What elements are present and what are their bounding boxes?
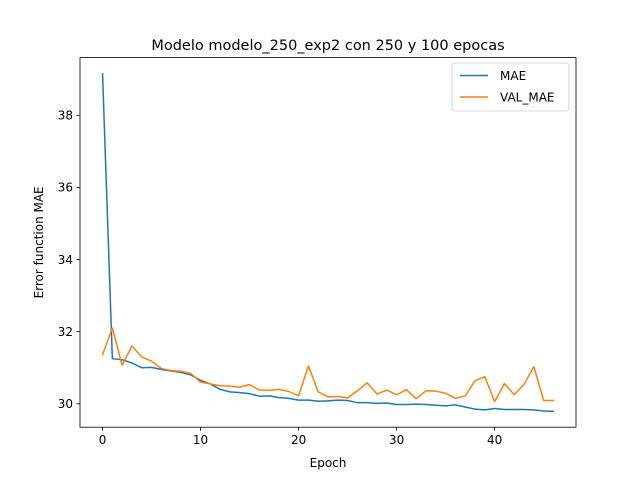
x-tick-label: 30: [389, 433, 404, 447]
axes-frame: [79, 57, 577, 428]
y-tick-label: 38: [58, 109, 73, 123]
y-tick-label: 32: [58, 325, 73, 339]
legend-label: MAE: [500, 69, 526, 83]
y-axis-label: Error function MAE: [32, 186, 46, 298]
plot-area: [101, 73, 555, 413]
x-tick-label: 10: [193, 433, 208, 447]
x-axis-label: Epoch: [310, 456, 347, 470]
x-tick-label: 40: [487, 433, 502, 447]
legend: MAE VAL_MAE: [451, 62, 570, 112]
y-axis: 30 32 34 36 38: [58, 109, 80, 411]
legend-label: VAL_MAE: [500, 90, 554, 104]
series-line-val-mae: [101, 327, 555, 403]
chart-title: Modelo modelo_250_exp2 con 250 y 100 epo…: [151, 38, 504, 54]
y-tick-label: 34: [58, 253, 73, 267]
x-axis: 0 10 20 30 40: [99, 427, 502, 447]
y-tick-label: 30: [58, 397, 73, 411]
y-tick-label: 36: [58, 181, 73, 195]
x-tick-label: 20: [291, 433, 306, 447]
x-tick-label: 0: [99, 433, 107, 447]
series-line-mae: [101, 73, 555, 413]
